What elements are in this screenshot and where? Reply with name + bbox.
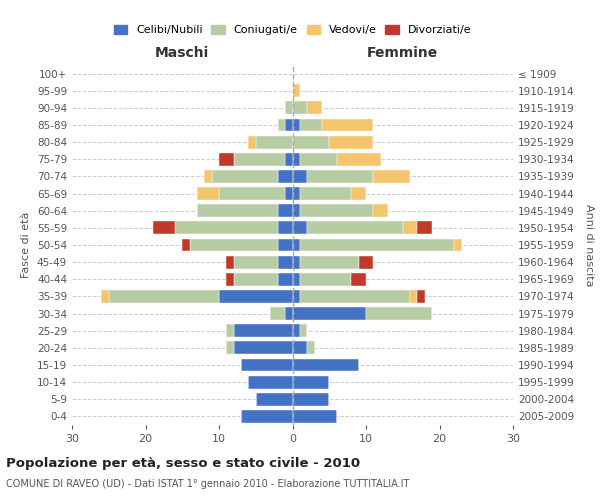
Bar [322,118,373,132]
Bar [234,342,293,354]
Text: COMUNE DI RAVEO (UD) - Dati ISTAT 1° gennaio 2010 - Elaborazione TUTTITALIA.IT: COMUNE DI RAVEO (UD) - Dati ISTAT 1° gen… [6,479,409,489]
Bar [410,290,418,303]
Bar [293,170,307,183]
Bar [454,238,461,252]
Bar [373,170,410,183]
Bar [285,102,293,114]
Bar [109,290,219,303]
Bar [307,102,322,114]
Bar [248,376,293,388]
Text: Maschi: Maschi [155,46,209,60]
Bar [300,204,373,217]
Text: Femmine: Femmine [367,46,439,60]
Bar [278,170,293,183]
Bar [300,153,337,166]
Bar [219,153,234,166]
Bar [241,410,293,423]
Bar [293,324,300,337]
Bar [256,136,293,148]
Bar [212,170,278,183]
Bar [285,118,293,132]
Bar [293,118,300,132]
Bar [352,187,366,200]
Bar [373,204,388,217]
Bar [293,342,307,354]
Bar [175,222,278,234]
Bar [234,324,293,337]
Bar [300,256,359,268]
Bar [226,273,234,285]
Bar [293,290,300,303]
Bar [219,290,293,303]
Bar [403,222,418,234]
Bar [285,307,293,320]
Bar [300,290,410,303]
Bar [293,187,300,200]
Bar [153,222,175,234]
Bar [241,358,293,372]
Bar [293,393,329,406]
Bar [418,222,432,234]
Bar [352,273,366,285]
Bar [300,273,352,285]
Bar [234,273,278,285]
Bar [293,376,329,388]
Bar [307,342,314,354]
Bar [190,238,278,252]
Bar [307,170,373,183]
Bar [271,307,285,320]
Bar [329,136,373,148]
Bar [285,187,293,200]
Legend: Celibi/Nubili, Coniugati/e, Vedovi/e, Divorziati/e: Celibi/Nubili, Coniugati/e, Vedovi/e, Di… [109,20,476,40]
Y-axis label: Fasce di età: Fasce di età [22,212,31,278]
Bar [293,307,366,320]
Bar [256,393,293,406]
Bar [293,222,307,234]
Bar [226,324,234,337]
Bar [359,256,373,268]
Bar [278,273,293,285]
Bar [226,342,234,354]
Bar [418,290,425,303]
Bar [219,187,285,200]
Bar [248,136,256,148]
Bar [278,256,293,268]
Bar [366,307,432,320]
Bar [293,238,300,252]
Bar [300,238,454,252]
Bar [300,324,307,337]
Text: Popolazione per età, sesso e stato civile - 2010: Popolazione per età, sesso e stato civil… [6,458,360,470]
Bar [300,187,352,200]
Bar [293,256,300,268]
Bar [285,153,293,166]
Bar [293,102,307,114]
Bar [197,204,278,217]
Y-axis label: Anni di nascita: Anni di nascita [584,204,594,286]
Bar [278,238,293,252]
Bar [204,170,212,183]
Bar [293,204,300,217]
Bar [234,153,285,166]
Bar [293,410,337,423]
Bar [278,118,285,132]
Bar [234,256,278,268]
Bar [278,222,293,234]
Bar [293,273,300,285]
Bar [293,358,359,372]
Bar [278,204,293,217]
Bar [300,118,322,132]
Bar [307,222,403,234]
Bar [293,84,300,97]
Bar [101,290,109,303]
Bar [293,136,329,148]
Bar [197,187,219,200]
Bar [226,256,234,268]
Bar [182,238,190,252]
Bar [293,153,300,166]
Bar [337,153,381,166]
